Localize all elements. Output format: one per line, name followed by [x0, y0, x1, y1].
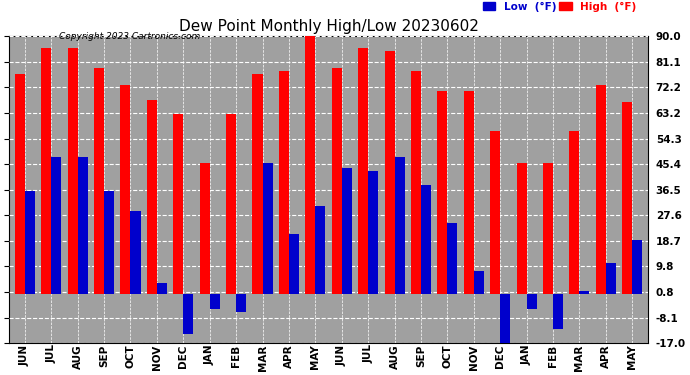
Bar — [474, 272, 484, 294]
Bar — [305, 36, 315, 294]
Bar — [580, 291, 589, 294]
Bar — [437, 91, 447, 294]
Bar — [157, 283, 167, 294]
Bar — [368, 171, 378, 294]
Bar — [279, 71, 289, 294]
Bar — [68, 48, 78, 294]
Bar — [25, 191, 35, 294]
Bar — [15, 74, 25, 294]
Bar — [51, 157, 61, 294]
Legend: Low  (°F), High  (°F): Low (°F), High (°F) — [483, 2, 636, 12]
Bar — [210, 294, 219, 309]
Bar — [147, 99, 157, 294]
Bar — [358, 48, 368, 294]
Bar — [262, 163, 273, 294]
Bar — [199, 163, 210, 294]
Bar — [517, 163, 526, 294]
Bar — [526, 294, 537, 309]
Bar — [411, 71, 421, 294]
Bar — [632, 240, 642, 294]
Bar — [41, 48, 51, 294]
Bar — [173, 114, 184, 294]
Bar — [569, 131, 580, 294]
Bar — [606, 263, 616, 294]
Bar — [332, 68, 342, 294]
Bar — [184, 294, 193, 334]
Bar — [500, 294, 510, 343]
Bar — [595, 85, 606, 294]
Bar — [236, 294, 246, 312]
Bar — [490, 131, 500, 294]
Bar — [315, 206, 326, 294]
Bar — [553, 294, 563, 329]
Bar — [384, 51, 395, 294]
Bar — [253, 74, 262, 294]
Bar — [342, 168, 352, 294]
Bar — [130, 211, 141, 294]
Bar — [78, 157, 88, 294]
Text: Copyright 2023 Cartronics.com: Copyright 2023 Cartronics.com — [59, 32, 200, 41]
Bar — [421, 186, 431, 294]
Bar — [121, 85, 130, 294]
Bar — [543, 163, 553, 294]
Title: Dew Point Monthly High/Low 20230602: Dew Point Monthly High/Low 20230602 — [179, 19, 478, 34]
Bar — [395, 157, 404, 294]
Bar — [622, 102, 632, 294]
Bar — [464, 91, 474, 294]
Bar — [289, 234, 299, 294]
Bar — [94, 68, 104, 294]
Bar — [226, 114, 236, 294]
Bar — [447, 223, 457, 294]
Bar — [104, 191, 114, 294]
